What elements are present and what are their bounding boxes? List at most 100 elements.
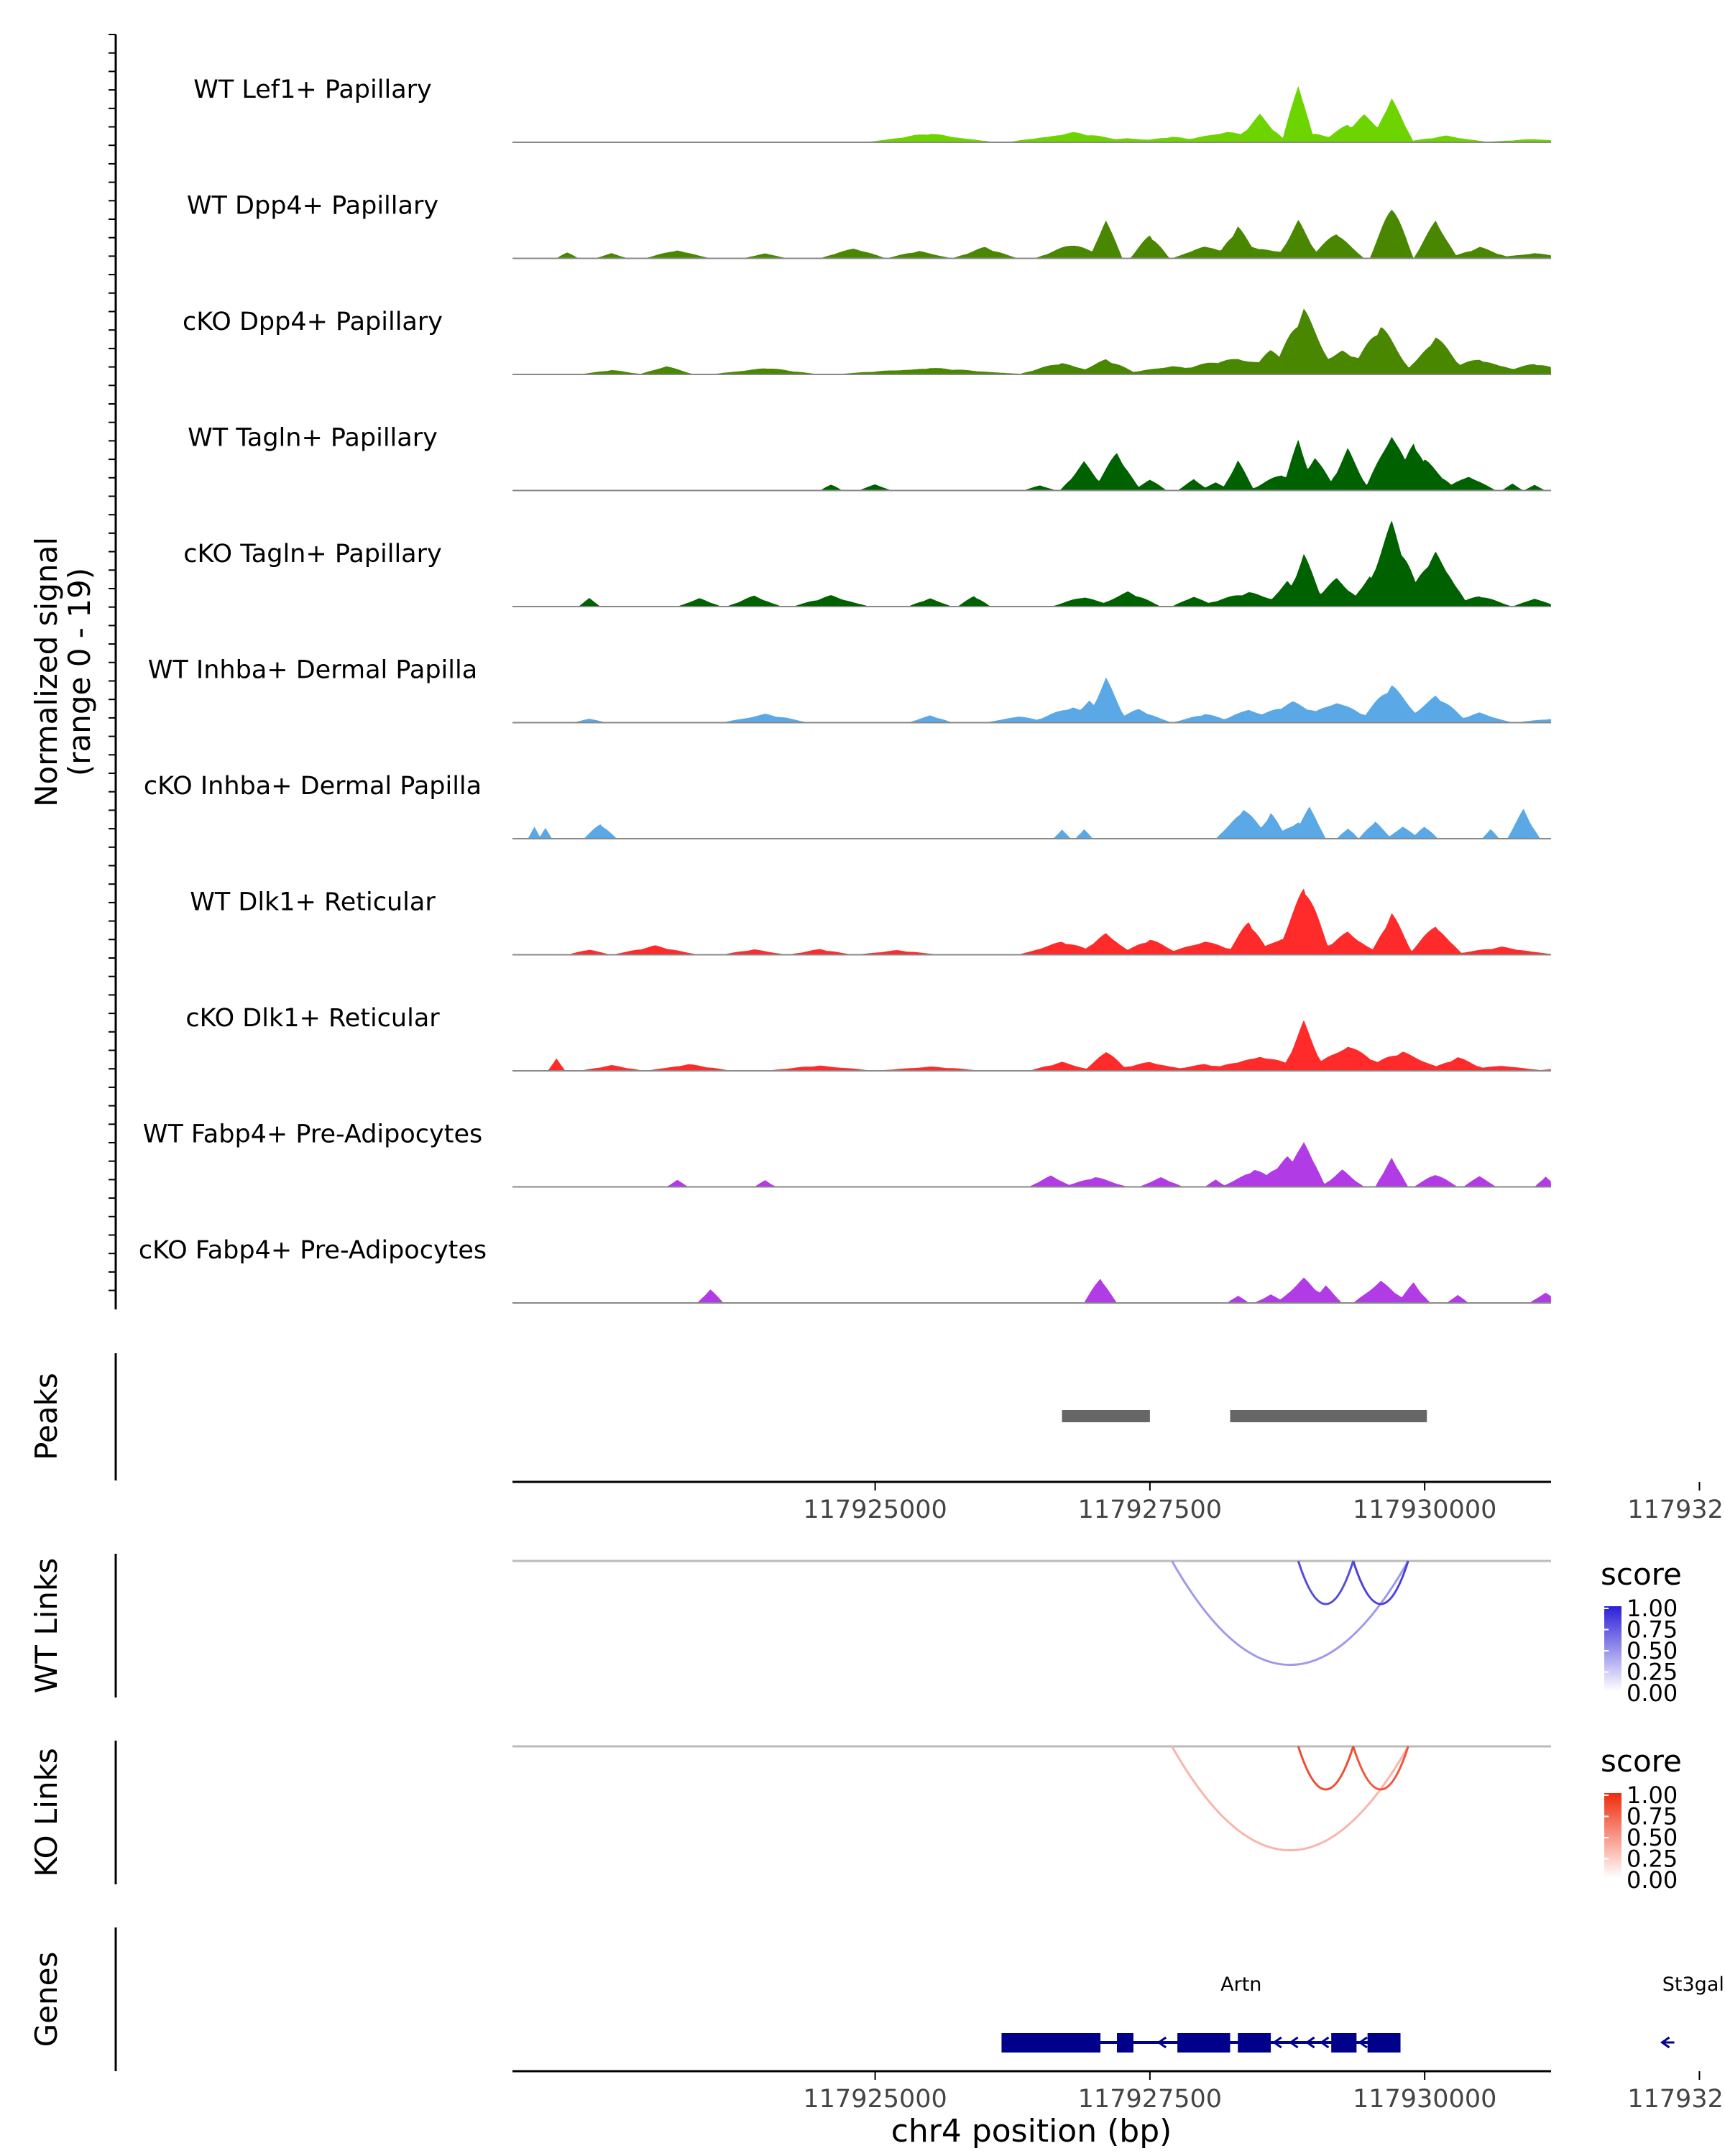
gene-label: St3gal3 (1662, 1973, 1725, 1996)
signal-panel: Normalized signal (range 0 - 19) WT Lef1… (29, 34, 1551, 1309)
signal-track: cKO Dlk1+ Reticular (185, 1004, 1551, 1072)
link-arc (1352, 1560, 1409, 1606)
signal-ylabel-line1: Normalized signal (29, 537, 64, 807)
ko-links-legend: score 1.000.750.500.250.00 (1601, 1743, 1682, 1894)
wt-legend-ticks: 1.000.750.500.250.00 (1604, 1595, 1678, 1707)
strand-arrow-icon (1319, 2036, 1330, 2049)
wt-link-arcs (1171, 1560, 1409, 1667)
track-label: WT Tagln+ Papillary (188, 424, 438, 453)
legend-tick-label: 0.75 (1627, 1616, 1678, 1644)
wt-links-panel: WT Links score 1.000.750.500.250.00 (29, 1554, 1682, 1707)
genes-label: Genes (29, 1952, 64, 2047)
ko-legend-colorbar (1604, 1793, 1622, 1878)
strand-arrow-icon (1358, 2036, 1368, 2049)
x-axis-label: chr4 position (bp) (891, 2113, 1172, 2150)
link-arc (1352, 1746, 1409, 1791)
legend-tick-label: 1.00 (1627, 1595, 1678, 1622)
signal-area (512, 436, 1551, 491)
ko-legend-ticks: 1.000.750.500.250.00 (1604, 1782, 1678, 1894)
link-arc (1297, 1746, 1355, 1791)
strand-arrow-icon (1156, 2036, 1167, 2049)
signal-track: WT Inhba+ Dermal Papilla (148, 656, 1551, 724)
signal-area (512, 888, 1551, 955)
legend-tick-label: 0.50 (1627, 1637, 1678, 1664)
peaks-panel: Peaks 117925000 117927500 117930000 1179325… (29, 1353, 1725, 1524)
signal-area (512, 1020, 1551, 1071)
ko-link-arcs (1171, 1746, 1409, 1852)
track-label: cKO Dpp4+ Papillary (183, 308, 443, 336)
legend-tick-label: 0.00 (1627, 1866, 1678, 1894)
gene-exon (1177, 2033, 1230, 2053)
peaks-label: Peaks (29, 1373, 64, 1460)
strand-arrow-icon (1305, 2036, 1315, 2049)
gene-exon (1001, 2033, 1101, 2053)
x-tick-label: 117932500 (1627, 2085, 1725, 2114)
track-label: WT Fabp4+ Pre-Adipocytes (143, 1120, 482, 1149)
signal-area (512, 308, 1551, 374)
genes-x-ticks: 117925000 117927500 117930000 117932500 (803, 2071, 1725, 2114)
track-label: cKO Fabp4+ Pre-Adipocytes (139, 1236, 487, 1265)
signal-track: cKO Dpp4+ Papillary (183, 308, 1551, 375)
signal-track: WT Dlk1+ Reticular (190, 888, 1551, 956)
track-label: cKO Inhba+ Dermal Papilla (144, 772, 482, 801)
legend-tick-label: 0.25 (1627, 1846, 1678, 1873)
x-tick-label: 117932500 (1627, 1496, 1725, 1524)
signal-ylabel-line2: (range 0 - 19) (62, 568, 97, 776)
signal-track: WT Fabp4+ Pre-Adipocytes (143, 1120, 1551, 1188)
x-tick-label: 117925000 (803, 1496, 947, 1524)
x-tick-label: 117927500 (1078, 1496, 1222, 1524)
strand-arrow-icon (1272, 2036, 1282, 2049)
gene-model: Artn (1001, 1973, 1401, 2053)
signal-track: WT Tagln+ Papillary (188, 424, 1551, 492)
signal-y-ticks (109, 34, 116, 1291)
track-label: cKO Dlk1+ Reticular (185, 1004, 440, 1033)
link-arc (1171, 1560, 1409, 1667)
signal-track: cKO Tagln+ Papillary (183, 520, 1551, 607)
peaks-x-ticks: 117925000 117927500 117930000 117932500 (803, 1482, 1725, 1524)
genes-panel: Genes ArtnSt3gal3 1179250001179275001179… (29, 1927, 1725, 2150)
gene-exon (1367, 2033, 1401, 2053)
gene-label: Artn (1220, 1973, 1261, 1996)
ko-legend-title: score (1601, 1743, 1682, 1779)
legend-tick-label: 1.00 (1627, 1782, 1678, 1809)
wt-legend-title: score (1601, 1557, 1682, 1592)
signal-track: cKO Inhba+ Dermal Papilla (144, 772, 1551, 839)
strand-arrow-icon (1660, 2036, 1670, 2049)
signal-area (512, 1142, 1551, 1187)
peak-region (1230, 1410, 1427, 1422)
x-tick-label: 117930000 (1353, 1496, 1496, 1524)
x-tick-label: 117925000 (803, 2085, 947, 2114)
x-tick-label: 117927500 (1078, 2085, 1222, 2114)
track-label: WT Inhba+ Dermal Papilla (148, 656, 477, 685)
signal-track: WT Lef1+ Papillary (193, 75, 1551, 143)
track-label: cKO Tagln+ Papillary (183, 540, 442, 568)
legend-tick-label: 0.25 (1627, 1659, 1678, 1686)
gene-exon (1331, 2033, 1357, 2053)
signal-area (512, 1277, 1551, 1303)
signal-area (512, 520, 1551, 607)
signal-track: cKO Fabp4+ Pre-Adipocytes (139, 1236, 1551, 1304)
track-label: WT Dlk1+ Reticular (190, 888, 436, 917)
ko-links-panel: KO Links score 1.000.750.500.250.00 (29, 1741, 1682, 1894)
gene-model: St3gal3 (1660, 1973, 1725, 2049)
signal-area (512, 806, 1551, 839)
signal-area (512, 209, 1551, 259)
legend-tick-label: 0.75 (1627, 1803, 1678, 1830)
strand-arrow-icon (1289, 2036, 1299, 2049)
x-tick-label: 117930000 (1353, 2085, 1496, 2114)
wt-legend-colorbar (1604, 1606, 1622, 1691)
signal-area (512, 677, 1551, 723)
wt-links-legend: score 1.000.750.500.250.00 (1601, 1557, 1682, 1707)
link-arc (1171, 1746, 1409, 1852)
link-arc (1297, 1560, 1355, 1606)
wt-links-label: WT Links (29, 1558, 64, 1693)
gene-exon (1238, 2033, 1271, 2053)
signal-track: WT Dpp4+ Papillary (187, 192, 1551, 259)
signal-tracks: WT Lef1+ Papillary WT Dpp4+ Papillary cKO … (139, 75, 1551, 1304)
gene-models: Artn St3gal3 (1001, 1973, 1725, 2053)
ko-links-label: KO Links (29, 1748, 64, 1877)
peak-regions (1062, 1410, 1427, 1422)
legend-tick-label: 0.00 (1627, 1680, 1678, 1707)
peak-region (1062, 1410, 1150, 1422)
